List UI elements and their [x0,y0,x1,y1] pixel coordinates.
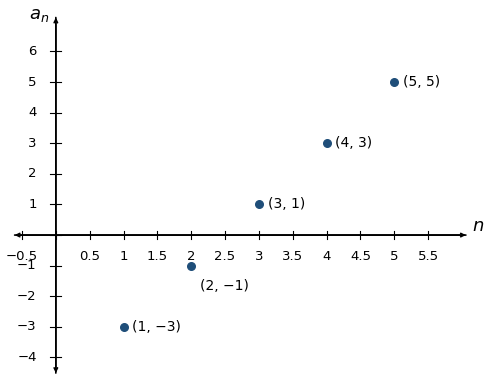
Text: 1.5: 1.5 [147,250,168,263]
Point [120,324,128,330]
Text: 1: 1 [28,198,37,211]
Text: 2: 2 [187,250,195,263]
Text: (1, −3): (1, −3) [132,320,181,334]
Text: 3.5: 3.5 [282,250,303,263]
Text: (3, 1): (3, 1) [268,198,305,211]
Point [323,140,331,146]
Point [187,263,195,269]
Point [255,201,263,207]
Text: 1: 1 [119,250,128,263]
Text: −0.5: −0.5 [6,250,38,263]
Text: 4: 4 [322,250,331,263]
Text: 4.5: 4.5 [350,250,371,263]
Text: 5: 5 [390,250,398,263]
Text: n: n [472,217,484,235]
Text: 4: 4 [28,106,37,119]
Text: −2: −2 [17,290,37,303]
Text: 2: 2 [28,167,37,180]
Text: 6: 6 [28,45,37,58]
Text: 3: 3 [28,137,37,150]
Text: 5: 5 [28,76,37,89]
Text: −3: −3 [17,320,37,333]
Text: $a_n$: $a_n$ [29,6,49,24]
Text: 2.5: 2.5 [214,250,236,263]
Text: 0.5: 0.5 [79,250,100,263]
Text: (4, 3): (4, 3) [336,136,373,150]
Text: 5.5: 5.5 [417,250,439,263]
Text: −1: −1 [17,259,37,272]
Text: (2, −1): (2, −1) [200,279,249,293]
Text: 3: 3 [255,250,263,263]
Point [390,79,398,85]
Text: −4: −4 [17,351,37,364]
Text: (5, 5): (5, 5) [403,75,440,89]
